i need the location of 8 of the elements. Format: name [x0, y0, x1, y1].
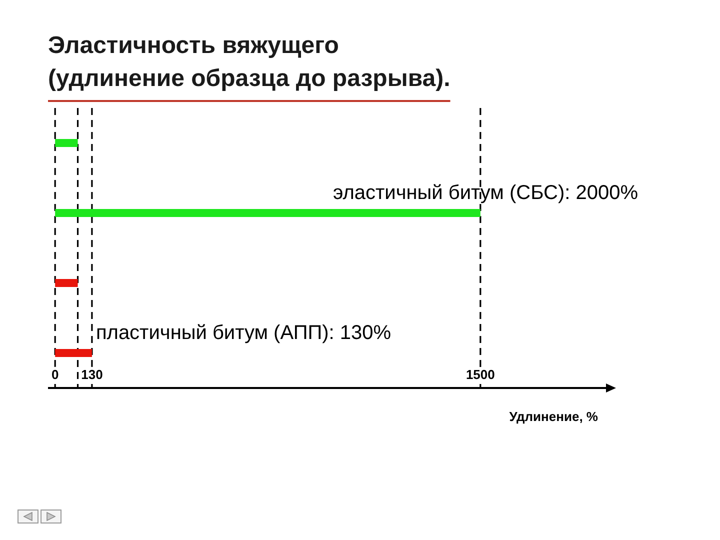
chart-title: Эластичность вяжущего (удлинение образца до разрыва). — [48, 32, 450, 92]
x-axis-title: Удлинение, % — [509, 409, 598, 424]
bar — [55, 209, 480, 217]
bar — [55, 349, 92, 357]
annotation: пластичный битум (АПП): 130% — [96, 322, 392, 344]
bar — [55, 279, 78, 287]
bar — [55, 139, 78, 147]
annotation: эластичный битум (СБС): 2000% — [332, 182, 638, 204]
